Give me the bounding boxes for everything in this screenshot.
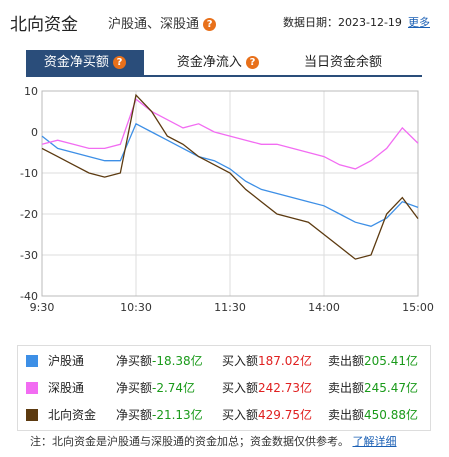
help-icon[interactable]: ? — [113, 56, 127, 69]
y-tick-label: -10 — [20, 167, 38, 180]
legend-swatch — [26, 409, 38, 421]
sell-label: 卖出额 — [328, 354, 365, 368]
legend-row: 深股通 净买额 -2.74亿 买入额 242.73亿 卖出额 245.47亿 — [18, 375, 430, 401]
more-link[interactable]: 更多 — [408, 16, 430, 29]
x-tick-label: 14:00 — [308, 301, 340, 314]
legend-name: 深股通 — [48, 381, 85, 395]
y-tick-label: -30 — [20, 249, 38, 262]
help-icon[interactable]: ? — [203, 18, 217, 31]
tab-label: 当日资金余额 — [303, 55, 382, 70]
y-tick-label: 0 — [31, 126, 38, 139]
sell-value: 450.88亿 — [364, 408, 418, 422]
sell-value: 205.41亿 — [364, 354, 418, 368]
net-label: 净买额 — [116, 381, 153, 395]
legend-name: 沪股通 — [48, 354, 85, 368]
x-tick-label: 15:00 — [402, 301, 434, 314]
note-link[interactable]: 了解详细 — [352, 435, 397, 448]
legend-row: 北向资金 净买额 -21.13亿 买入额 429.75亿 卖出额 450.88亿 — [18, 402, 430, 428]
series-line — [41, 93, 419, 260]
legend-table: 沪股通 净买额 -18.38亿 买入额 187.02亿 卖出额 205.41亿 深股通 净买额 -… — [17, 345, 431, 431]
x-tick-label: 11:30 — [214, 301, 246, 314]
y-tick-label: -40 — [20, 290, 38, 303]
buy-value: 187.02亿 — [258, 354, 312, 368]
sell-label: 卖出额 — [328, 381, 365, 395]
tab[interactable]: 资金净流入 ? — [158, 50, 278, 75]
buy-value: 242.73亿 — [258, 381, 312, 395]
subtitle: 沪股通、深股通 ? — [108, 13, 217, 32]
sell-label: 卖出额 — [328, 408, 365, 422]
legend-row: 沪股通 净买额 -18.38亿 买入额 187.02亿 卖出额 205.41亿 — [18, 348, 430, 374]
chart: -40 -30 -20 -10 0 10 9:30 10:30 11:30 14:00 15:00 — [20, 85, 434, 314]
note: 注：北向资金是沪股通与深股通的资金加总；资金数据仅供参考。 了解详细 — [30, 433, 397, 449]
x-tick-label: 9:30 — [30, 301, 55, 314]
buy-label: 买入额 — [222, 354, 259, 368]
help-icon[interactable]: ? — [246, 56, 260, 69]
x-tick-label: 10:30 — [120, 301, 152, 314]
subtitle-text: 沪股通、深股通 — [108, 17, 200, 32]
legend-swatch — [26, 355, 38, 367]
buy-label: 买入额 — [222, 381, 259, 395]
tab-bar: 资金净买额 ? 资金净流入 ? 当日资金余额 — [26, 50, 422, 77]
tab-label: 资金净流入 — [176, 55, 242, 70]
tab[interactable]: 资金净买额 ? — [26, 50, 144, 75]
date: 数据日期：2023-12-19 — [283, 16, 402, 29]
sell-value: 245.47亿 — [364, 381, 418, 395]
net-label: 净买额 — [116, 408, 153, 422]
net-value: -18.38亿 — [152, 354, 203, 368]
title: 北向资金 — [10, 15, 78, 35]
series-line — [41, 98, 419, 170]
tab-label: 资金净买额 — [43, 55, 109, 70]
series-line — [41, 122, 419, 227]
net-value: -21.13亿 — [152, 408, 203, 422]
buy-label: 买入额 — [222, 408, 259, 422]
note-text: 注：北向资金是沪股通与深股通的资金加总；资金数据仅供参考。 — [30, 435, 349, 448]
plot-border — [41, 90, 419, 297]
tab[interactable]: 当日资金余额 — [288, 50, 398, 75]
y-tick-label: 10 — [24, 85, 38, 98]
legend-name: 北向资金 — [48, 408, 97, 422]
legend-swatch — [26, 382, 38, 394]
net-label: 净买额 — [116, 354, 153, 368]
y-tick-label: -20 — [20, 208, 38, 221]
buy-value: 429.75亿 — [258, 408, 312, 422]
net-value: -2.74亿 — [152, 381, 196, 395]
